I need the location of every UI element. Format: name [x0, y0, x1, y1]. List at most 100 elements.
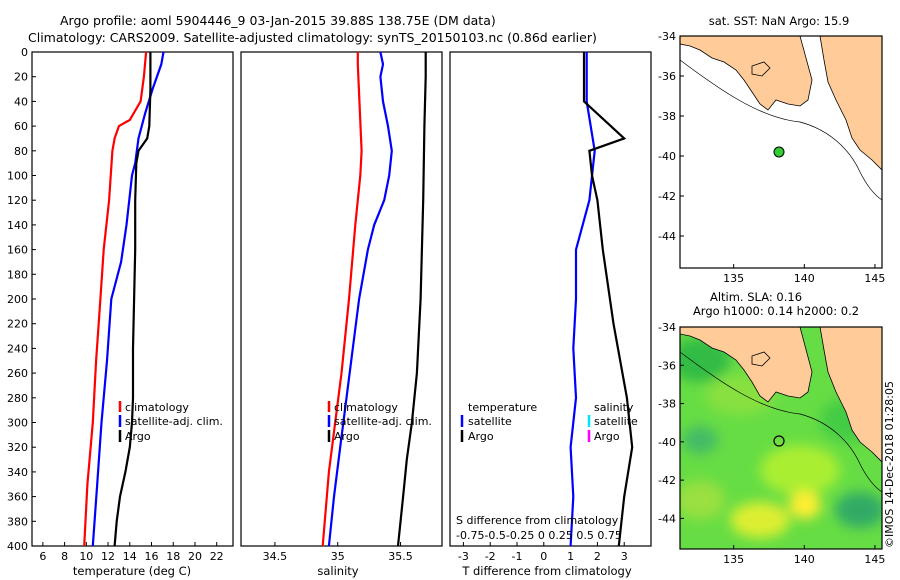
sst-map-land-mainland: [679, 35, 813, 111]
map-y-tick-label: -42: [658, 190, 676, 203]
title-line-2: Climatology: CARS2009. Satellite-adjuste…: [28, 30, 597, 45]
sla-map: Altim. SLA: 0.16 Argo h1000: 0.14 h2000:…: [658, 290, 885, 566]
legend-sal-argo: Argo: [334, 430, 360, 443]
series-t-argo: [582, 52, 634, 547]
sla-map-title-2: Argo h1000: 0.14 h2000: 0.2: [693, 304, 859, 318]
temperature-xlabel: temperature (deg C): [73, 564, 191, 578]
map-y-tick-label: -34: [658, 30, 676, 43]
difference-panel: -3 -2 -1 0 1 2 3 temperature satellite Argo sa…: [449, 51, 652, 578]
depth-tick-label: 0: [21, 46, 28, 59]
map-y-tick-label: -38: [658, 398, 676, 411]
legend-sal-climatology: climatology: [334, 401, 398, 414]
legend-s-argo: Argo: [594, 430, 620, 443]
x-tick-label: -2: [485, 550, 496, 563]
legend-temperature-title: temperature: [468, 401, 537, 414]
depth-tick-label: 80: [14, 145, 28, 158]
salinity-ticks: 34.5 35 35.5: [263, 542, 413, 563]
x-tick-label: 35.5: [388, 550, 413, 563]
sst-map-frame: [679, 35, 883, 269]
sla-map-ticks: 135 140 145 -34 -36 -38 -40 -42 -44: [658, 321, 885, 566]
series-t-satellite: [569, 52, 596, 547]
depth-tick-label: 200: [7, 293, 28, 306]
temperature-series: [83, 51, 165, 547]
difference-legend-temperature: temperature satellite Argo: [460, 401, 537, 443]
map-y-tick-label: -40: [658, 436, 676, 449]
depth-tick-label: 180: [7, 268, 28, 281]
sla-map-title-1: Altim. SLA: 0.16: [710, 290, 802, 304]
temperature-panel: 0 20 40 60 80 100 120 140 160 180 200 220 240 260 280 3…: [7, 46, 454, 578]
map-y-tick-label: -44: [658, 512, 676, 525]
series-climatology: [321, 52, 363, 547]
depth-tick-label: 300: [7, 417, 28, 430]
salinity-axes-frame: [240, 51, 443, 547]
map-y-tick-label: -44: [658, 230, 676, 243]
depth-tick-label: 140: [7, 219, 28, 232]
temperature-axes-frame: [31, 51, 234, 547]
series-satellite-adj-clim-: [327, 51, 393, 547]
depth-tick-label: 340: [7, 466, 28, 479]
legend-s-satellite: satellite: [594, 415, 638, 428]
map-y-tick-label: -36: [658, 70, 676, 83]
sst-map-float-marker: [773, 146, 785, 158]
x-tick-label: -3: [458, 550, 469, 563]
legend-temp-climatology: climatology: [125, 401, 189, 414]
depth-tick-label: 160: [7, 244, 28, 257]
sla-map-land-island: [751, 351, 771, 367]
map-y-tick-label: -34: [658, 321, 676, 334]
temperature-ticks: 6 8 10 12 14 16 18 20 22: [39, 542, 224, 563]
depth-tick-label: 60: [14, 120, 28, 133]
x-tick-label: 3: [621, 550, 628, 563]
depth-tick-label: 280: [7, 392, 28, 405]
map-x-tick-label: 145: [864, 272, 885, 285]
map-x-tick-label: 145: [864, 553, 885, 566]
legend-temp-satellite: satellite-adj. clim.: [125, 415, 223, 428]
depth-tick-label: 400: [7, 540, 28, 553]
map-x-tick-label: 135: [723, 553, 744, 566]
s-difference-label: S difference from climatology: [456, 514, 619, 527]
temperature-legend: climatology satellite-adj. clim. Argo: [118, 401, 223, 443]
difference-series: [569, 52, 634, 547]
map-y-tick-label: -40: [658, 150, 676, 163]
sla-map-frame: [679, 326, 883, 550]
legend-sal-satellite: satellite-adj. clim.: [334, 415, 432, 428]
x-tick-label: 12: [101, 550, 115, 563]
x-tick-label: 6: [39, 550, 46, 563]
difference-xlabel: T difference from climatology: [461, 564, 632, 578]
depth-tick-label: 20: [14, 71, 28, 84]
salinity-panel: 34.5 35 35.5 climatology satellite-adj. cl…: [240, 51, 443, 578]
x-tick-label: 10: [79, 550, 93, 563]
t-difference-ticks: -3 -2 -1 0 1 2 3: [458, 542, 628, 563]
sst-map-land-island: [751, 61, 771, 77]
legend-t-argo: Argo: [468, 430, 494, 443]
x-tick-label: 34.5: [263, 550, 288, 563]
x-tick-label: 22: [210, 550, 224, 563]
map-x-tick-label: 135: [723, 272, 744, 285]
salinity-series: [321, 51, 427, 547]
x-tick-label: 18: [166, 550, 180, 563]
depth-ticks: 0 20 40 60 80 100 120 140 160 180 200 220 240 260 280 3…: [7, 46, 454, 553]
depth-tick-label: 220: [7, 318, 28, 331]
series-climatology: [83, 51, 148, 547]
x-tick-label: 16: [145, 550, 159, 563]
sla-map-land-east: [819, 327, 882, 463]
x-tick-label: 14: [123, 550, 137, 563]
difference-legend-salinity: salinity satellite Argo: [587, 401, 638, 443]
sst-map-ticks: 135 140 145 -34 -36 -38 -40 -42 -44: [658, 30, 885, 285]
sla-map-float-marker: [773, 435, 785, 447]
title-line-1: Argo profile: aoml 5904446_9 03-Jan-2015…: [60, 13, 496, 28]
sst-map-isobath: [679, 59, 883, 201]
map-y-tick-label: -42: [658, 474, 676, 487]
sst-map-title: sat. SST: NaN Argo: 15.9: [709, 14, 850, 28]
map-y-tick-label: -38: [658, 110, 676, 123]
x-tick-label: 35: [331, 550, 345, 563]
difference-axes-frame: [449, 51, 652, 547]
x-tick-label: 0: [540, 550, 547, 563]
legend-salinity-title: salinity: [594, 401, 634, 414]
depth-tick-label: 260: [7, 367, 28, 380]
legend-temp-argo: Argo: [125, 430, 151, 443]
sla-map-land-mainland: [680, 327, 813, 403]
x-tick-label: 1: [567, 550, 574, 563]
depth-tick-label: 320: [7, 441, 28, 454]
x-tick-label: 2: [594, 550, 601, 563]
